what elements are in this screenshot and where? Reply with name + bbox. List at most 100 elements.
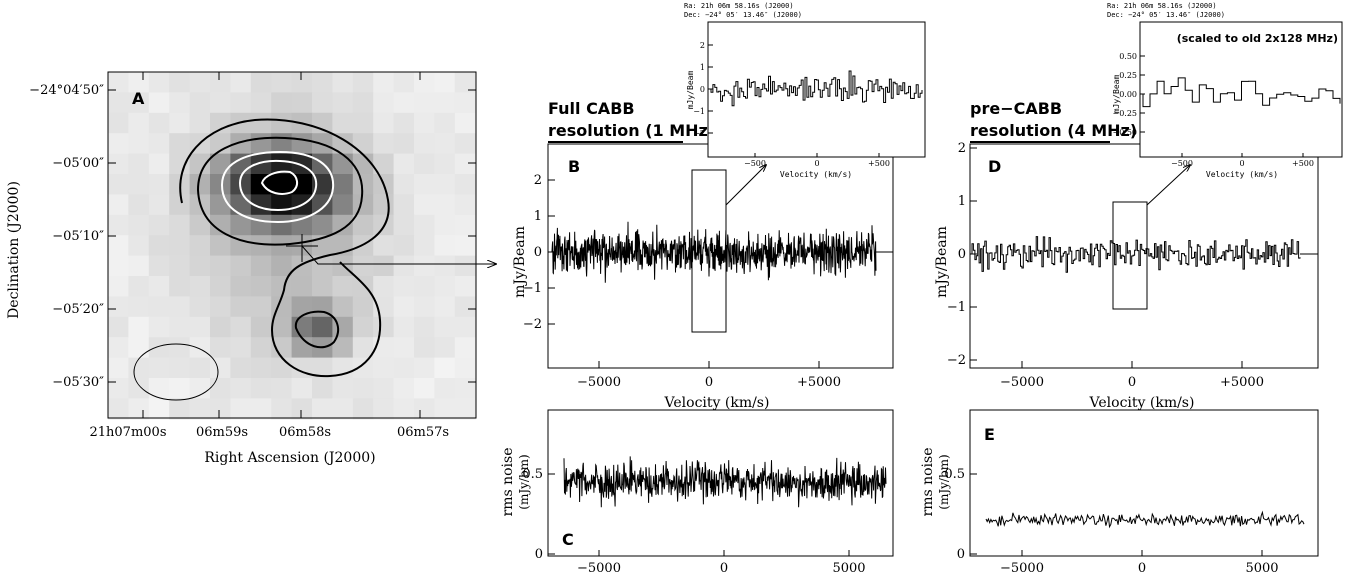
ra-tick: 06m58s bbox=[279, 425, 331, 440]
inset-b-coord-dec: Dec: −24° 05′ 13.46″ (J2000) bbox=[684, 11, 802, 19]
inset-d-xtick: −500 bbox=[1171, 159, 1193, 168]
panel-b-xlabel: Velocity (km/s) bbox=[664, 395, 770, 411]
panel-d-heading-line1: pre−CABB bbox=[970, 99, 1062, 118]
inset-b-ytick: 1 bbox=[700, 63, 705, 72]
inset-b-ytick: −1 bbox=[693, 107, 705, 116]
panel-e-ytick: 0 bbox=[957, 547, 965, 562]
inset-d-ytick: −0.50 bbox=[1112, 128, 1137, 137]
panel-a-label: A bbox=[132, 89, 145, 108]
panel-c-ytick: 0.5 bbox=[522, 467, 543, 482]
dec-tick: −05′00″ bbox=[52, 156, 104, 171]
panel-d-zoom-box bbox=[1112, 201, 1148, 310]
dec-tick: −05′10″ bbox=[52, 229, 104, 244]
panel-e-xtick: −5000 bbox=[1000, 561, 1044, 576]
inset-d-ytick: −0.25 bbox=[1112, 109, 1137, 118]
inset-d-xtick: +500 bbox=[1292, 159, 1314, 168]
inset-d-ytick: 0.00 bbox=[1119, 90, 1137, 99]
inset-d-spectrum bbox=[1142, 77, 1341, 108]
inset-b-xlabel: Velocity (km/s) bbox=[780, 170, 852, 179]
inset-b-spectrum bbox=[710, 70, 923, 107]
inset-d-xtick: 0 bbox=[1239, 159, 1244, 168]
inset-b-xtick: +500 bbox=[868, 159, 890, 168]
inset-d-coord-dec: Dec: −24° 05′ 13.46″ (J2000) bbox=[1107, 11, 1225, 19]
ra-tick: 06m57s bbox=[397, 425, 449, 440]
ra-tick: 21h07m00s bbox=[90, 425, 167, 440]
panel-d-spectrum bbox=[971, 236, 1318, 273]
second-source-contour bbox=[294, 310, 340, 349]
ra-tick-labels: 21h07m00s 06m59s 06m58s 06m57s bbox=[90, 425, 450, 440]
panel-b-heading-line2: resolution (1 MHz) bbox=[548, 121, 715, 140]
panel-e-ylabel: rms noise bbox=[920, 448, 936, 517]
panel-d-xtick: −5000 bbox=[1000, 375, 1044, 390]
beam-ellipse bbox=[133, 343, 219, 401]
inset-b-frame bbox=[707, 21, 926, 158]
panel-c-xtick: −5000 bbox=[577, 561, 621, 576]
panel-b-ytick: −2 bbox=[523, 317, 542, 332]
panel-b-ytick: 0 bbox=[534, 245, 542, 260]
inset-b-xtick: 0 bbox=[814, 159, 819, 168]
inset-b-coord-ra: Ra: 21h 06m 58.16s (J2000) bbox=[684, 2, 794, 10]
inner-contour-1 bbox=[220, 150, 335, 224]
panel-c-frame bbox=[547, 409, 894, 557]
outer-contour bbox=[179, 118, 390, 378]
spectrum-line bbox=[971, 236, 1301, 273]
panel-d-ytick: 1 bbox=[958, 194, 966, 209]
inset-spectrum-line bbox=[1142, 77, 1341, 108]
inset-d-ylabel: mJy/Beam bbox=[1112, 75, 1121, 114]
panel-d-xtick: +5000 bbox=[1220, 375, 1264, 390]
panel-c-yunit: (mJy/bm) bbox=[517, 454, 531, 509]
panel-b-spectrum bbox=[548, 221, 893, 283]
second-contour bbox=[196, 136, 364, 246]
panel-d-xtick: 0 bbox=[1128, 375, 1136, 390]
inset-b-ytick: −2 bbox=[693, 129, 705, 138]
inner-contour-2 bbox=[238, 159, 318, 212]
inner-contour-3 bbox=[260, 170, 298, 195]
inset-b-xtick: −500 bbox=[744, 159, 766, 168]
panel-d-ytick: 2 bbox=[958, 141, 966, 156]
panel-d-heading-line2: resolution (4 MHz) bbox=[970, 121, 1137, 140]
panel-e-noise-curve bbox=[985, 510, 1305, 529]
panel-d-ytick: −1 bbox=[947, 300, 966, 315]
panel-a-image bbox=[107, 71, 477, 420]
panel-e-label: E bbox=[984, 425, 995, 444]
panel-e-yunit: (mJy/bm) bbox=[937, 454, 951, 509]
inset-b-ylabel: mJy/Beam bbox=[686, 71, 695, 110]
panel-b-ytick: 1 bbox=[534, 209, 542, 224]
panel-c-xtick: 0 bbox=[720, 561, 728, 576]
inset-b-ytick: 2 bbox=[700, 41, 705, 50]
inset-d-note: (scaled to old 2x128 MHz) bbox=[1177, 32, 1338, 45]
inset-spectrum-line bbox=[710, 70, 923, 107]
panel-e-frame bbox=[969, 409, 1319, 557]
panel-e-ytick: 0.5 bbox=[944, 467, 965, 482]
dec-tick: −24°04′50″ bbox=[29, 83, 104, 98]
spectrum-line bbox=[551, 221, 877, 283]
panel-e-xtick: 0 bbox=[1138, 561, 1146, 576]
dec-tick-labels: −24°04′50″ −05′00″ −05′10″ −05′20″ −05′3… bbox=[29, 83, 104, 390]
panel-b-ytick: 2 bbox=[534, 173, 542, 188]
inset-d-coord-ra: Ra: 21h 06m 58.16s (J2000) bbox=[1107, 2, 1217, 10]
panel-a-ylabel: Declination (J2000) bbox=[6, 181, 22, 319]
panel-c-noise-curve bbox=[563, 456, 887, 508]
panel-d-ytick: −2 bbox=[947, 353, 966, 368]
panel-a-xlabel: Right Ascension (J2000) bbox=[204, 450, 375, 466]
panel-d-ytick: 0 bbox=[958, 247, 966, 262]
panel-b-heading-line1: Full CABB bbox=[548, 99, 635, 118]
panel-d-xlabel: Velocity (km/s) bbox=[1089, 395, 1195, 411]
rms-noise-line bbox=[985, 510, 1305, 529]
panel-c-label: C bbox=[562, 530, 574, 549]
panel-b-xtick: 0 bbox=[705, 375, 713, 390]
rms-noise-line bbox=[563, 456, 887, 508]
arrow-a-to-b bbox=[301, 245, 496, 264]
panel-b-ytick: −1 bbox=[523, 281, 542, 296]
panel-d-label: D bbox=[988, 157, 1001, 176]
panel-c-xtick: 5000 bbox=[832, 561, 865, 576]
panel-c-ytick: 0 bbox=[535, 547, 543, 562]
panel-b-zoom-box bbox=[691, 169, 727, 333]
inset-d-ytick: 0.50 bbox=[1119, 52, 1137, 61]
panel-b-xtick: +5000 bbox=[797, 375, 841, 390]
panel-b-xtick: −5000 bbox=[577, 375, 621, 390]
inset-d-xlabel: Velocity (km/s) bbox=[1206, 170, 1278, 179]
inset-d-ytick: 0.25 bbox=[1119, 71, 1137, 80]
panel-d-ylabel: mJy/Beam bbox=[934, 226, 950, 298]
dec-tick: −05′30″ bbox=[52, 375, 104, 390]
